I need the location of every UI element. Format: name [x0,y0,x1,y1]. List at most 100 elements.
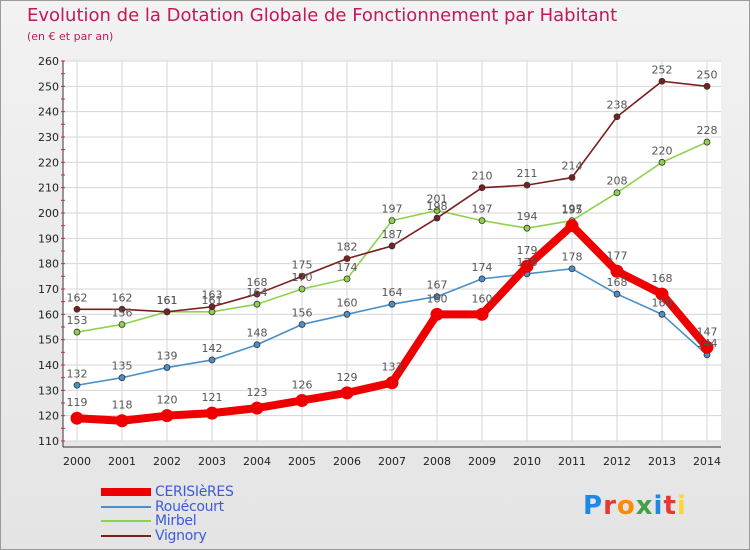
logo-letter: i [653,491,664,521]
data-point [343,310,351,318]
legend-swatch [101,520,151,523]
data-point [73,328,81,336]
data-label: 210 [472,170,493,183]
data-label: 228 [697,124,718,137]
data-point [208,356,216,364]
legend-label: Mirbel [155,513,197,530]
data-point [298,285,306,293]
data-label: 147 [697,325,718,338]
data-label: 238 [607,99,628,112]
x-tick-label: 2007 [378,455,406,468]
logo-letter: x [635,491,654,521]
data-label: 174 [472,261,493,274]
data-label: 144 [697,337,718,350]
data-label: 176 [517,256,538,269]
data-point [343,275,351,283]
y-tick-label: 250 [38,80,59,93]
data-label: 135 [112,360,133,373]
data-label: 156 [292,306,313,319]
data-label: 153 [67,314,88,327]
data-point [610,264,624,278]
data-label: 120 [157,394,178,407]
data-point [253,300,261,308]
legend-swatch [101,488,151,497]
chart-legend: CERISIèRES Rouécourt Mirbel Vignory [101,484,234,544]
data-point [658,77,666,85]
data-point [703,82,711,90]
data-point [250,401,264,415]
logo-letter: t [663,491,677,521]
data-point [160,409,174,423]
data-label: 197 [382,203,403,216]
y-tick-label: 230 [38,131,59,144]
x-tick-label: 2009 [468,455,496,468]
x-tick-label: 2012 [603,455,631,468]
y-tick-label: 170 [38,283,59,296]
x-tick-label: 2014 [693,455,721,468]
series-2 [73,138,711,336]
data-point [163,364,171,371]
y-tick-label: 240 [38,106,59,119]
data-point [163,308,171,316]
y-tick-label: 180 [38,258,59,271]
logo-letter: o [616,491,636,521]
data-point [388,300,396,308]
y-tick-label: 130 [38,384,59,397]
data-point [205,406,219,420]
data-label: 133 [382,361,403,374]
data-label: 161 [157,294,178,307]
data-point [613,189,621,197]
series-0 [70,219,714,428]
data-point [70,411,84,425]
data-label: 168 [607,276,628,289]
data-point [523,181,531,189]
data-point [388,217,396,225]
data-point [430,307,444,321]
data-label: 162 [67,291,88,304]
legend-item-vignory: Vignory [101,527,234,544]
legend-item-rouecourt: Rouécourt [101,498,234,515]
legend-label: CERISIèRES [155,484,234,501]
y-tick-label: 140 [38,359,59,372]
legend-label: Vignory [155,527,207,544]
data-point [253,290,261,298]
legend-item-cerisieres: CERISIèRES [101,484,234,501]
data-label: 168 [652,272,673,285]
data-label: 168 [247,276,268,289]
data-point [433,293,441,301]
data-point [520,259,534,273]
data-point [703,138,711,146]
logo-letter: r [603,491,617,521]
data-point [115,414,129,428]
data-point [73,381,81,389]
data-label: 252 [652,63,673,76]
data-label: 139 [157,350,178,363]
data-label: 194 [517,210,538,223]
data-label: 160 [427,292,448,305]
data-point [118,305,126,313]
data-label: 214 [562,160,583,173]
data-point [208,303,216,311]
data-label: 160 [652,296,673,309]
y-tick-label: 260 [38,55,59,68]
legend-label: Rouécourt [155,498,224,515]
data-point [433,207,441,214]
data-label: 175 [292,258,313,271]
x-tick-label: 2011 [558,455,586,468]
data-label: 160 [337,296,358,309]
data-label: 162 [112,291,133,304]
x-tick-label: 2010 [513,455,541,468]
data-point [478,275,486,283]
x-tick-label: 2001 [108,455,136,468]
data-label: 177 [607,249,628,262]
data-point [658,310,666,318]
data-label: 119 [67,396,88,409]
logo-letter: i [676,491,687,521]
data-point [613,290,621,298]
data-point [343,255,351,263]
data-point [253,341,261,349]
data-point [385,376,399,390]
data-label: 250 [697,68,718,81]
